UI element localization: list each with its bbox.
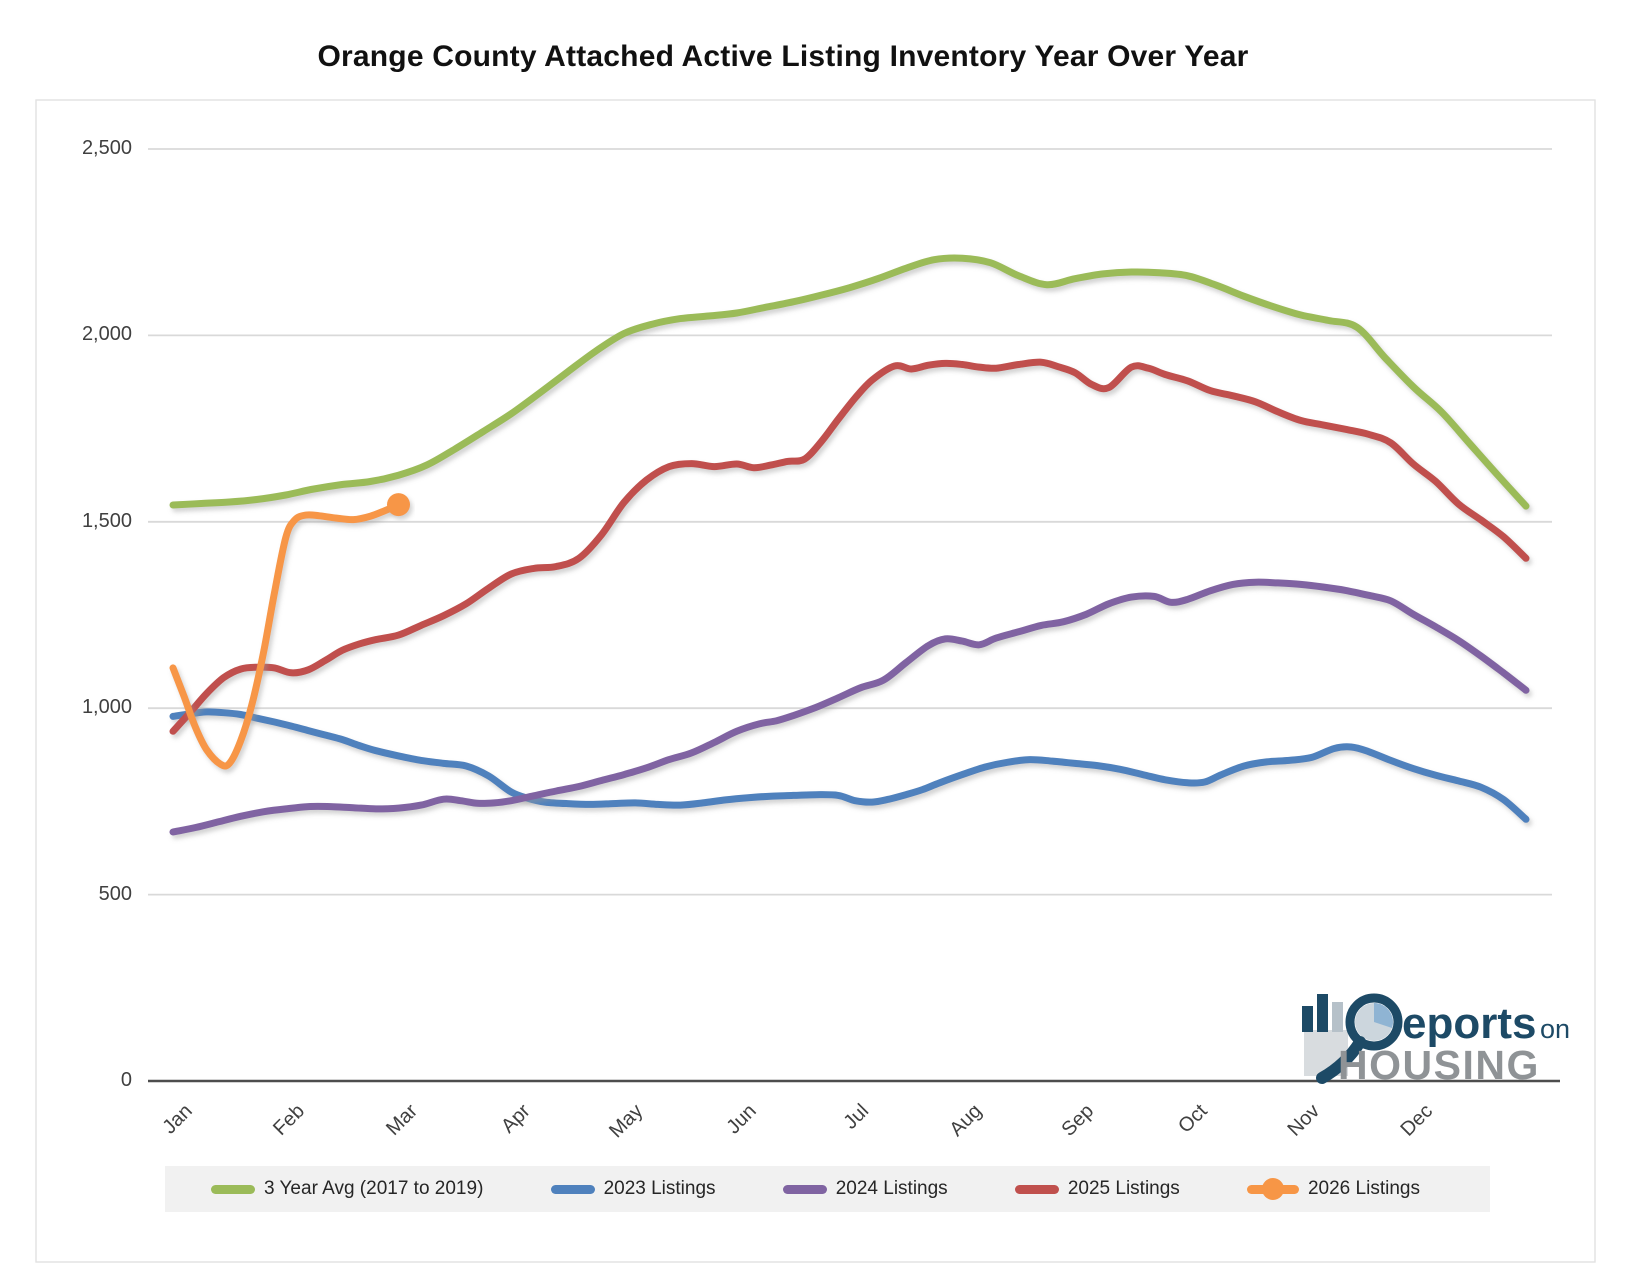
chart-area-border: [35, 99, 1596, 1263]
y-tick-label-1000: 1,000: [81, 696, 132, 719]
chart-legend: 3 Year Avg (2017 to 2019) 2023 Listings 20…: [165, 1166, 1490, 1212]
logo-bar-2: [1317, 994, 1328, 1032]
series-end-marker-2026: [387, 493, 410, 517]
legend-item-2025-listings[interactable]: 2025 Listings: [1014, 1178, 1180, 1200]
legend-item-2023-listings[interactable]: 2023 Listings: [550, 1178, 716, 1200]
logo-magnifier-handle: [1316, 1036, 1366, 1084]
legend-swatch: [1246, 1177, 1299, 1201]
chart-title: Orange County Attached Active Listing In…: [317, 40, 1249, 73]
legend-item-3-year-avg-2017-to-2019-[interactable]: 3 Year Avg (2017 to 2019): [211, 1178, 483, 1200]
legend-label: 2023 Listings: [603, 1178, 716, 1199]
legend-item-2026-listings[interactable]: 2026 Listings: [1246, 1177, 1420, 1201]
gridlines: [148, 148, 1552, 896]
logo-text-on: on: [1540, 1014, 1570, 1044]
logo-text-housing: HOUSING: [1338, 1042, 1540, 1088]
series-line-2024-listings: [169, 578, 1530, 836]
y-tick-label-2000: 2,000: [81, 323, 132, 346]
legend-label: 2025 Listings: [1067, 1178, 1180, 1199]
logo-bar-1: [1302, 1006, 1313, 1032]
y-tick-label-0: 0: [120, 1069, 132, 1091]
y-tick-label-1500: 1,500: [81, 509, 132, 532]
series-line-2023-listings: [169, 708, 1530, 823]
legend-label: 2026 Listings: [1307, 1178, 1420, 1199]
logo-magnifier-ring: [1345, 993, 1403, 1051]
legend-swatch: [550, 1184, 595, 1194]
y-tick-label-500: 500: [98, 882, 132, 905]
legend-swatch: [782, 1184, 827, 1194]
series-line-2025-listings: [169, 358, 1530, 735]
logo-bar-3: [1332, 1002, 1343, 1032]
legend-swatch: [211, 1184, 255, 1194]
series-line-3-year-avg-2017-to-2019-: [169, 254, 1530, 510]
legend-label: 2024 Listings: [835, 1178, 948, 1199]
legend-label: 3 Year Avg (2017 to 2019): [264, 1178, 484, 1199]
series-line-2026-listings: [169, 501, 402, 770]
legend-swatch: [1014, 1184, 1059, 1194]
logo-pie-slice: [1374, 1003, 1393, 1028]
legend-item-2024-listings[interactable]: 2024 Listings: [782, 1178, 948, 1200]
logo-text-reports: eports: [1402, 999, 1536, 1048]
y-tick-label-2500: 2,500: [81, 137, 132, 159]
